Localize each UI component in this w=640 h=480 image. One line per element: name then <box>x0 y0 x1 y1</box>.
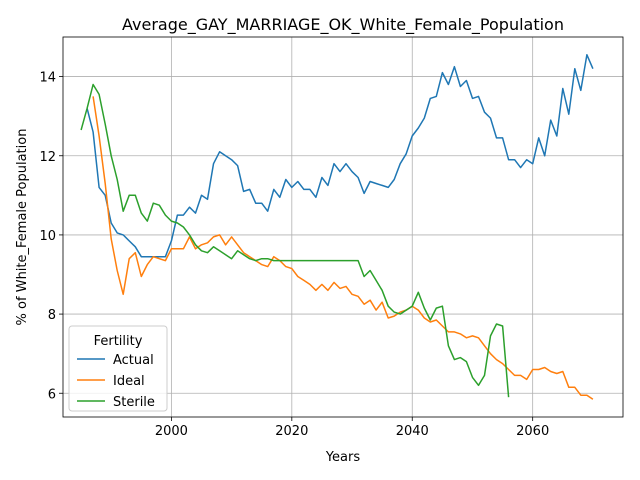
y-tick-label: 14 <box>39 71 56 86</box>
y-tick-label: 10 <box>39 229 56 244</box>
legend-frame <box>68 325 168 412</box>
series-line-actual <box>86 54 594 258</box>
x-tick-label: 2000 <box>155 424 188 439</box>
x-tick-label: 2060 <box>516 424 549 439</box>
legend-label-actual: Actual <box>113 353 154 368</box>
legend-label-ideal: Ideal <box>113 374 145 389</box>
legend-title: Fertility <box>94 334 143 349</box>
legend-label-sterile: Sterile <box>113 395 155 410</box>
y-axis-label: % of White_Female Population <box>15 129 30 326</box>
x-tick-label: 2020 <box>275 424 308 439</box>
series-line-sterile <box>80 83 510 398</box>
legend: Fertility Actual Ideal Sterile <box>68 325 168 412</box>
x-tick-label: 2040 <box>396 424 429 439</box>
y-tick-label: 12 <box>39 150 56 165</box>
y-axis-ticks: 6 8 10 12 14 <box>39 71 63 402</box>
series-lines <box>80 54 594 400</box>
chart-title: Average_GAY_MARRIAGE_OK_White_Female_Pop… <box>122 15 564 35</box>
y-tick-label: 8 <box>48 308 56 323</box>
x-axis-ticks: 2000 2020 2040 2060 <box>155 417 549 439</box>
plot-area-frame <box>62 36 624 418</box>
x-axis-label: Years <box>325 450 361 465</box>
series-line-ideal <box>92 96 594 400</box>
y-tick-label: 6 <box>48 387 56 402</box>
